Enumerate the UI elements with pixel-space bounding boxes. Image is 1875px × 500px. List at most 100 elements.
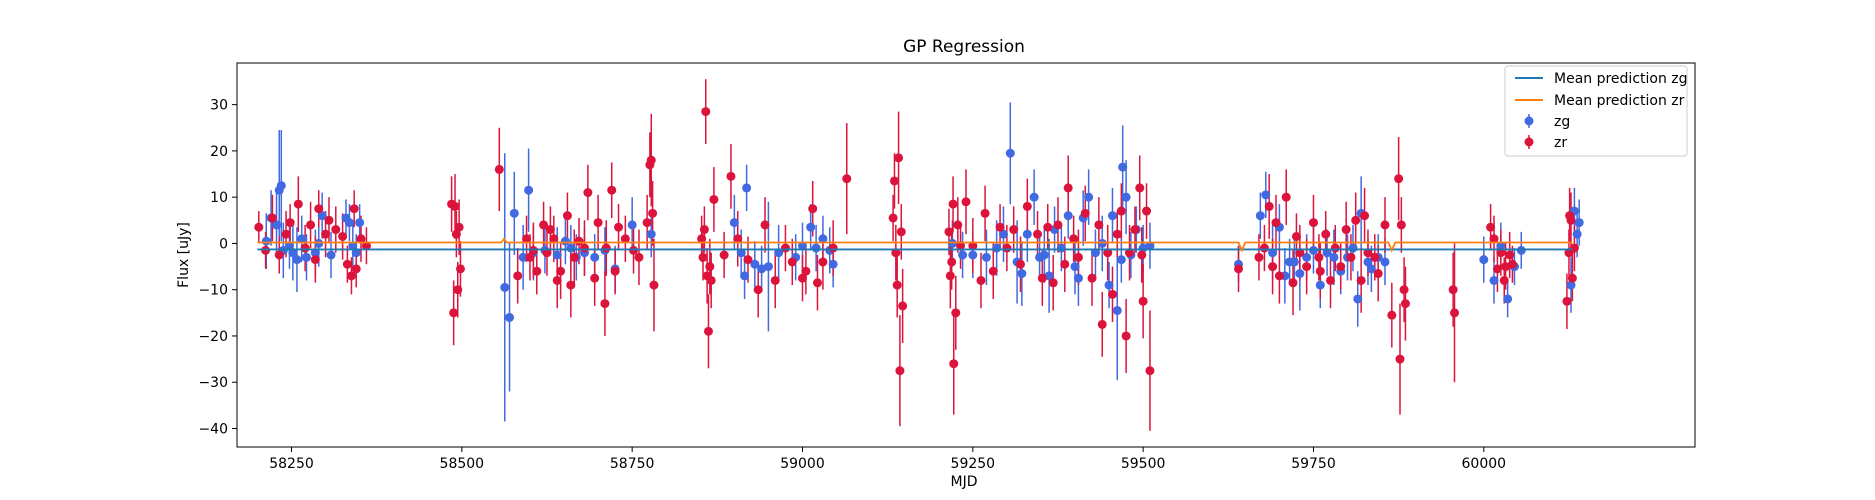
zr-data-point xyxy=(812,278,822,288)
zg-data-point xyxy=(566,243,576,253)
zr-data-point xyxy=(842,174,852,184)
y-tick-label: −30 xyxy=(198,375,228,391)
zr-data-point xyxy=(494,164,504,174)
zr-data-point xyxy=(453,285,463,295)
zr-data-point xyxy=(1321,229,1331,239)
x-tick-label: 58750 xyxy=(610,456,655,472)
zg-data-point xyxy=(1044,271,1054,281)
zg-data-point xyxy=(314,238,324,248)
zg-data-point xyxy=(1348,243,1358,253)
zr-data-point xyxy=(1373,269,1383,279)
zr-data-point xyxy=(1351,215,1361,225)
zg-data-point xyxy=(1315,280,1325,290)
zg-data-point xyxy=(1104,280,1114,290)
zr-data-point xyxy=(1274,271,1284,281)
zg-data-point xyxy=(968,250,978,260)
legend: Mean prediction zg Mean prediction zr zg… xyxy=(1504,65,1688,157)
zr-data-point xyxy=(1399,285,1409,295)
zr-data-point xyxy=(770,275,780,285)
zr-data-point xyxy=(1341,225,1351,235)
zr-data-point xyxy=(610,266,620,276)
zr-data-point xyxy=(1268,262,1278,272)
zr-data-point xyxy=(629,245,639,255)
zg-data-point xyxy=(505,312,515,322)
zg-data-point xyxy=(301,252,311,262)
zr-data-point xyxy=(450,201,460,211)
zg-data-point xyxy=(284,241,294,251)
zr-data-point xyxy=(705,262,715,272)
zr-data-point xyxy=(349,204,359,214)
legend-label-mean-zr: Mean prediction zr xyxy=(1554,93,1685,109)
zr-data-point xyxy=(314,204,324,214)
zg-data-point xyxy=(518,252,528,262)
zr-data-point xyxy=(949,359,959,369)
zr-data-point xyxy=(1073,252,1083,262)
zr-data-point xyxy=(1400,299,1410,309)
zr-data-point xyxy=(1002,243,1012,253)
zg-data-point xyxy=(742,183,752,193)
zg-data-point xyxy=(272,220,282,230)
zr-data-point xyxy=(281,229,291,239)
zg-data-point xyxy=(811,243,821,253)
zr-data-point xyxy=(1395,354,1405,364)
zg-data-point xyxy=(1572,229,1582,239)
zr-data-point xyxy=(953,220,963,230)
zr-data-point xyxy=(1234,264,1244,274)
zr-data-point xyxy=(1112,229,1122,239)
zr-data-point xyxy=(449,308,459,318)
zr-data-point xyxy=(733,234,743,244)
zr-data-point xyxy=(1562,296,1572,306)
zg-data-point xyxy=(740,271,750,281)
zg-data-point xyxy=(627,220,637,230)
zg-data-point xyxy=(1353,294,1363,304)
zr-data-point xyxy=(944,227,954,237)
zg-data-point xyxy=(1489,275,1499,285)
zr-data-point xyxy=(760,220,770,230)
zr-data-point xyxy=(338,231,348,241)
y-axis-ticks: −40 −30 −20 −10 0 10 20 30 xyxy=(198,98,237,437)
zr-data-point xyxy=(1060,259,1070,269)
zr-data-point xyxy=(828,243,838,253)
zg-data-point xyxy=(1261,190,1271,200)
zr-data-point xyxy=(701,107,711,117)
zg-data-point xyxy=(736,248,746,258)
zr-data-point xyxy=(1063,183,1073,193)
zr-data-point xyxy=(894,153,904,163)
zg-data-point xyxy=(1121,192,1131,202)
zr-points xyxy=(254,107,1579,376)
zr-data-point xyxy=(455,264,465,274)
zg-data-point xyxy=(1029,192,1039,202)
zg-data-point xyxy=(1516,245,1526,255)
zg-data-point xyxy=(344,218,354,228)
zg-data-point xyxy=(1097,238,1107,248)
zr-data-point xyxy=(956,241,966,251)
zr-data-point xyxy=(1302,262,1312,272)
zr-data-point xyxy=(1308,218,1318,228)
zr-data-point xyxy=(1033,229,1043,239)
zr-data-point xyxy=(513,271,523,281)
zr-data-point xyxy=(545,225,555,235)
zg-data-point xyxy=(1118,162,1128,172)
zg-data-point xyxy=(1380,257,1390,267)
zr-data-point xyxy=(699,225,709,235)
zg-data-point xyxy=(351,248,361,258)
zg-data-point xyxy=(288,248,298,258)
zr-data-point xyxy=(787,257,797,267)
zg-data-point xyxy=(1070,262,1080,272)
zr-data-point xyxy=(889,176,899,186)
zg-data-point xyxy=(292,255,302,265)
zg-data-point xyxy=(1112,306,1122,316)
zr-data-point xyxy=(888,213,898,223)
zr-data-point xyxy=(310,255,320,265)
zr-data-point xyxy=(1080,208,1090,218)
zr-data-point xyxy=(356,234,366,244)
zg-data-point xyxy=(276,181,286,191)
y-tick-label: −10 xyxy=(198,283,228,299)
zr-data-point xyxy=(1130,225,1140,235)
zr-data-point xyxy=(1097,319,1107,329)
zg-data-point xyxy=(317,211,327,221)
zg-data-point xyxy=(1084,192,1094,202)
zr-data-point xyxy=(361,241,371,251)
zg-data-point xyxy=(261,236,271,246)
zr-data-point xyxy=(1138,296,1148,306)
